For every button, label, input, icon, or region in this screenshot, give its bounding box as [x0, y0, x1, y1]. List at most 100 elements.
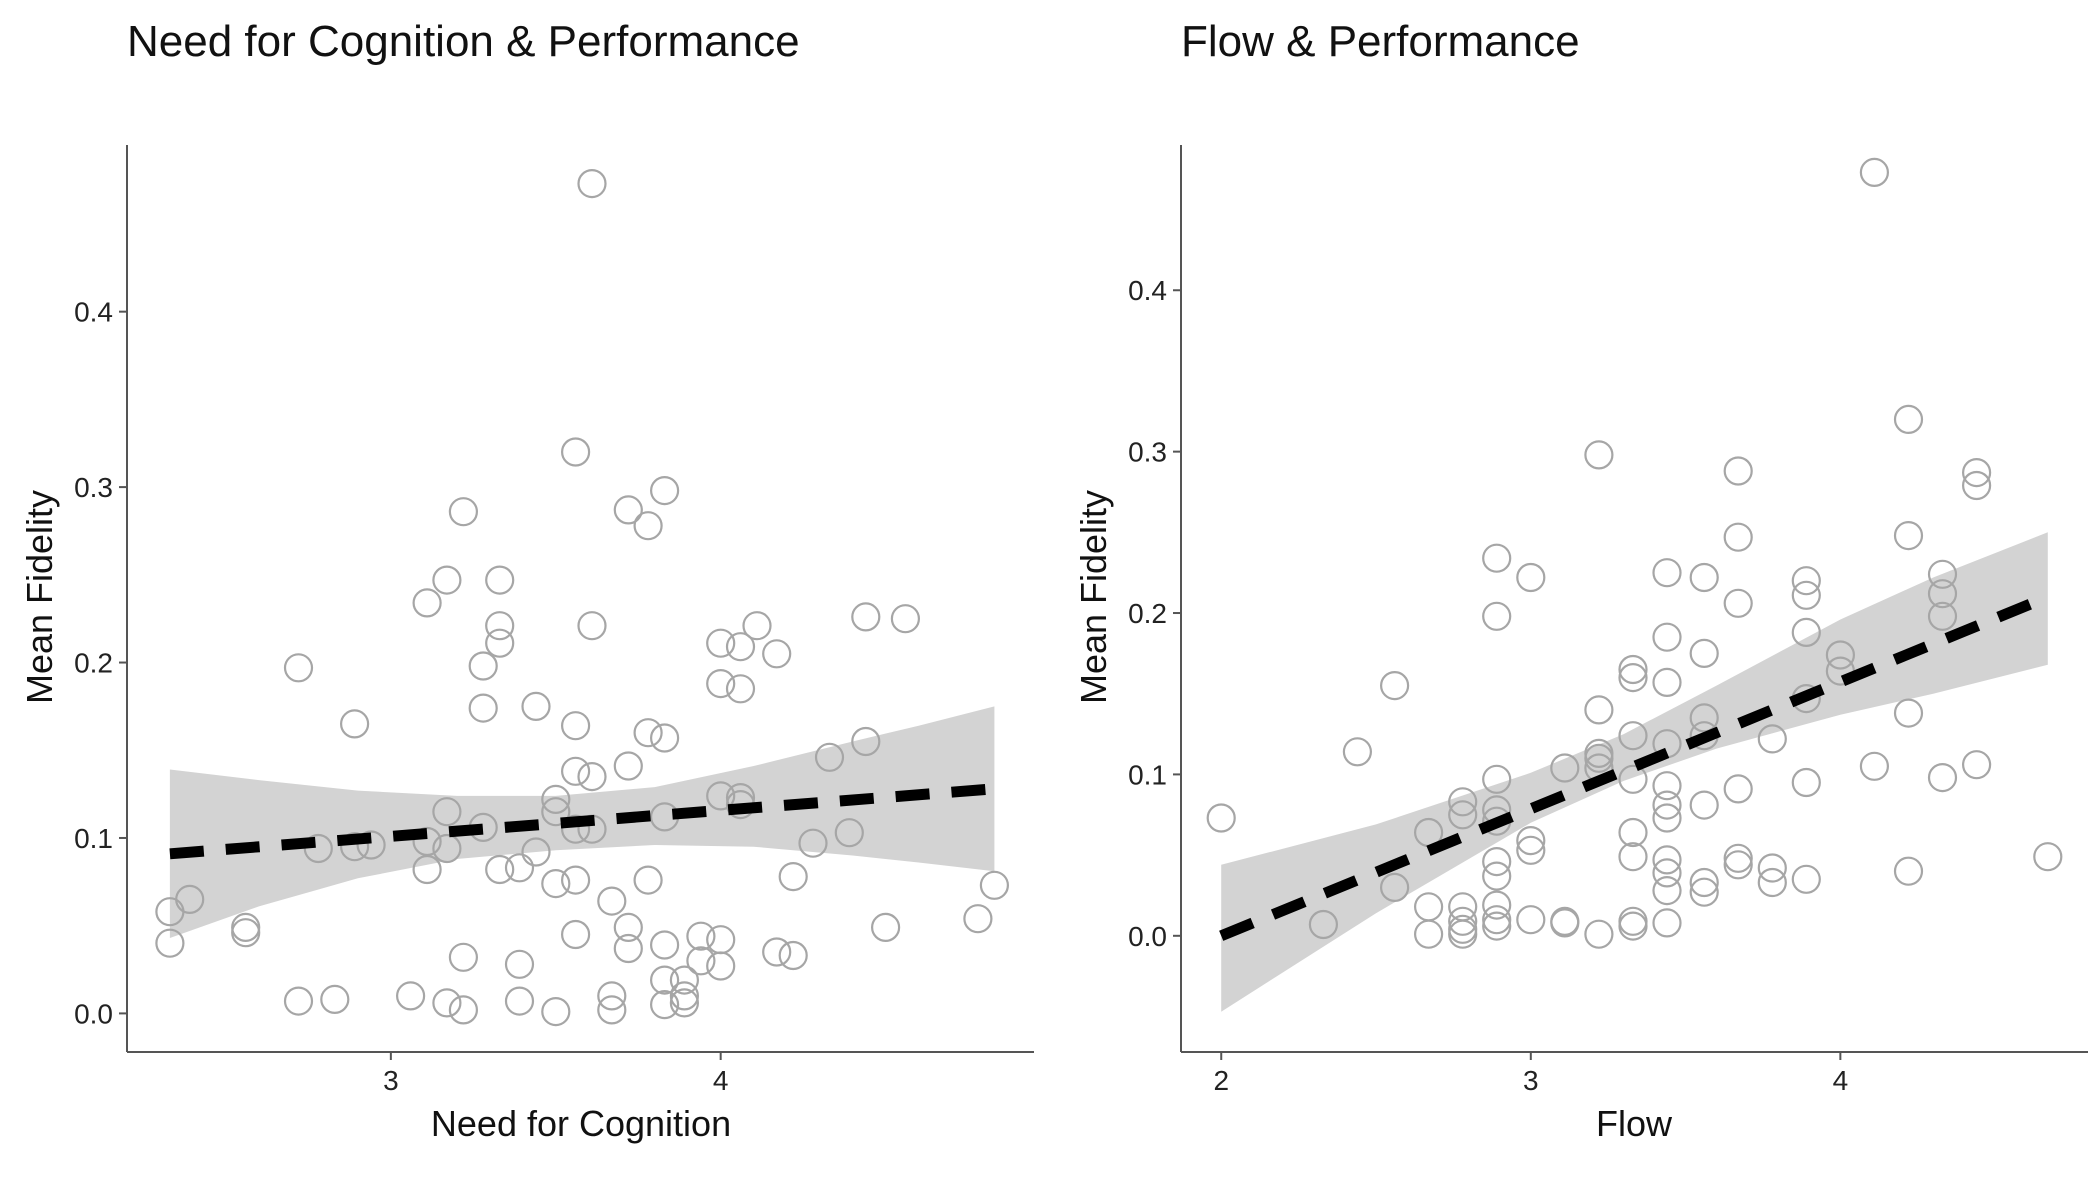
confidence-band-layer [1221, 532, 2048, 1012]
data-point [1516, 562, 1546, 593]
data-point [521, 837, 551, 867]
data-point [1584, 440, 1614, 470]
data-point [762, 937, 792, 967]
panel-title: Flow & Performance [1181, 17, 1580, 66]
data-point [1482, 846, 1512, 877]
data-point [1618, 842, 1648, 872]
data-point [1448, 800, 1478, 830]
data-point [504, 949, 535, 979]
trend-layer [169, 783, 995, 860]
data-point [1652, 558, 1682, 588]
data-point [560, 919, 591, 950]
data-point [560, 711, 591, 741]
data-point [613, 751, 643, 781]
data-point [1723, 522, 1753, 552]
data-point [1652, 875, 1682, 906]
data-point [1652, 803, 1682, 833]
data-point [1652, 790, 1682, 820]
data-point [1689, 703, 1719, 733]
data-point [778, 940, 808, 971]
data-point [1584, 919, 1614, 949]
data-point [1859, 751, 1890, 781]
data-point [706, 925, 736, 955]
panel-flow: Flow & Performance 2 3 4 0.0 0.1 0.2 0.3 0.4 Fl… [1073, 17, 2088, 1144]
data-point [541, 996, 571, 1027]
data-point [649, 476, 680, 506]
data-point [1689, 638, 1719, 669]
data-point [1893, 856, 1924, 886]
data-point [633, 865, 663, 895]
data-point [485, 854, 515, 885]
data-point [1482, 905, 1512, 935]
data-point [320, 984, 350, 1015]
data-point [1516, 905, 1546, 935]
data-point [669, 981, 700, 1011]
data-point [1482, 861, 1512, 891]
data-point [1482, 764, 1512, 794]
data-point [1791, 566, 1821, 596]
data-point [742, 611, 772, 641]
data-point [1516, 825, 1546, 856]
data-point [1482, 911, 1512, 941]
data-point [521, 691, 551, 722]
data-point [1893, 404, 1924, 434]
y-axis-title: Mean Fidelity [19, 490, 60, 704]
data-point [597, 995, 627, 1025]
data-point [283, 653, 314, 683]
y-tick-label: 0.1 [74, 823, 113, 854]
data-point [979, 870, 1010, 900]
data-point [1342, 737, 1373, 767]
data-point [1652, 908, 1682, 938]
data-point [1961, 750, 1992, 780]
y-tick-label: 0.2 [1128, 598, 1167, 629]
data-point [649, 989, 680, 1020]
data-point [890, 604, 921, 634]
y-tick-label: 0.3 [74, 472, 113, 503]
data-point [412, 588, 442, 618]
data-point [649, 723, 680, 753]
data-point [725, 632, 756, 662]
x-axis-title: Flow [1596, 1103, 1673, 1144]
data-point [1584, 743, 1614, 773]
y-tick-label: 0.2 [74, 648, 113, 679]
data-point [706, 628, 736, 658]
data-point [231, 912, 261, 943]
data-point [432, 797, 462, 827]
data-point [468, 693, 498, 723]
data-point [1689, 790, 1719, 820]
data-point [1618, 721, 1648, 751]
data-point [560, 814, 591, 844]
data-point [1550, 908, 1580, 938]
data-point [834, 818, 864, 848]
x-tick-label: 3 [383, 1065, 399, 1096]
data-point [1379, 872, 1410, 903]
trend-layer [1219, 591, 2050, 941]
data-point [1791, 617, 1821, 648]
y-tick-label: 0.0 [1128, 921, 1167, 952]
data-point [432, 565, 462, 595]
data-point [175, 884, 205, 915]
data-point [504, 853, 535, 883]
axes-layer: 2 3 4 0.0 0.1 0.2 0.3 0.4 [1128, 145, 2088, 1096]
data-point [1689, 877, 1719, 907]
data-point [1927, 579, 1958, 609]
data-point [560, 756, 591, 786]
data-point [870, 912, 901, 943]
data-point [1723, 588, 1753, 618]
data-point [412, 854, 442, 885]
data-point [560, 865, 591, 895]
panel-title: Need for Cognition & Performance [127, 17, 800, 66]
data-point [283, 986, 314, 1016]
data-point [1516, 835, 1546, 865]
y-tick-label: 0.4 [1128, 275, 1167, 306]
data-point [1308, 909, 1339, 940]
data-point [649, 965, 680, 995]
data-point [577, 169, 607, 199]
data-point [851, 726, 881, 757]
data-point [613, 495, 643, 525]
data-point [432, 988, 462, 1018]
data-point [468, 651, 498, 681]
data-point [762, 639, 792, 669]
data-point [706, 668, 736, 699]
data-point [1859, 157, 1890, 187]
